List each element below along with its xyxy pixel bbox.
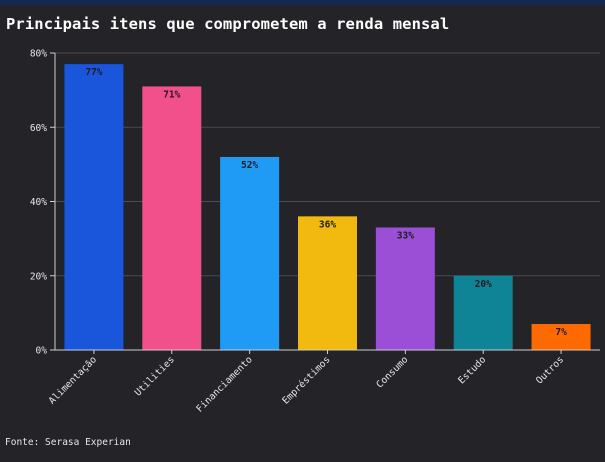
x-tick-label: Outros bbox=[534, 354, 566, 386]
y-tick-label: 0% bbox=[36, 346, 48, 357]
bar-data-label: 71% bbox=[163, 89, 180, 100]
chart-title: Principais itens que comprometem a renda… bbox=[6, 15, 450, 33]
source-note: Fonte: Serasa Experian bbox=[5, 437, 131, 448]
bar-data-label: 52% bbox=[241, 160, 258, 171]
bar bbox=[375, 227, 435, 350]
x-tick-label: Empréstimos bbox=[280, 354, 332, 406]
x-tick-label: Alimentação bbox=[47, 354, 99, 406]
y-tick-label: 20% bbox=[30, 271, 47, 282]
bar-data-label: 7% bbox=[555, 327, 567, 338]
y-tick-label: 60% bbox=[30, 123, 47, 134]
bar bbox=[64, 64, 124, 350]
y-tick-label: 40% bbox=[30, 197, 47, 208]
bar-data-label: 77% bbox=[85, 67, 102, 78]
bar-data-label: 36% bbox=[319, 219, 336, 230]
x-tick-label: Utilities bbox=[133, 354, 177, 398]
x-tick-label: Estudo bbox=[456, 354, 488, 386]
y-tick-label: 80% bbox=[30, 49, 47, 60]
top-strip bbox=[0, 0, 605, 5]
bar bbox=[142, 86, 202, 350]
bar bbox=[298, 216, 357, 350]
bar-data-label: 20% bbox=[475, 279, 492, 290]
bar bbox=[531, 324, 591, 350]
bar-data-label: 33% bbox=[397, 230, 414, 241]
bar bbox=[220, 156, 280, 350]
bar bbox=[453, 275, 513, 350]
x-tick-label: Financiamento bbox=[194, 354, 255, 415]
x-tick-label: Consumo bbox=[374, 354, 410, 390]
